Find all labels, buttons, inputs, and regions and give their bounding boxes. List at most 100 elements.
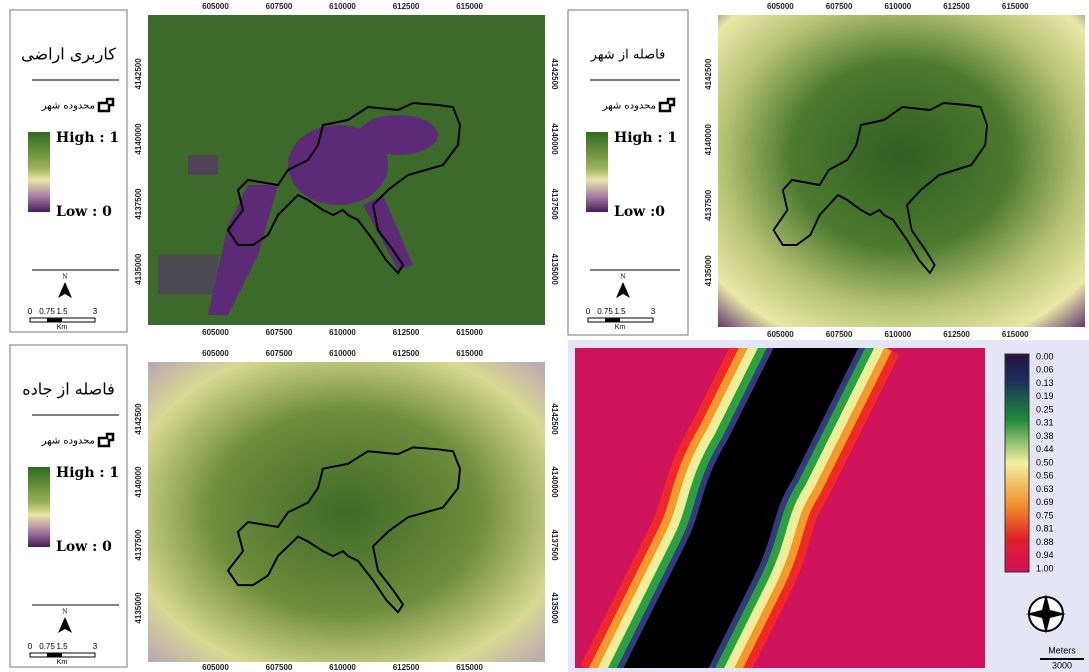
colorbar-label: 0.13 bbox=[1036, 378, 1054, 388]
y-tick-label: 4137500 bbox=[704, 189, 713, 221]
x-tick-label: 607500 bbox=[826, 2, 853, 11]
scale-tick: 0 bbox=[28, 307, 33, 316]
scale-tick: 0.75 bbox=[39, 307, 55, 316]
scale-bar bbox=[47, 653, 62, 657]
colorbar-label: 0.06 bbox=[1036, 365, 1054, 375]
x-tick-label: 615000 bbox=[456, 2, 483, 11]
legend-title: فاصله از شهر bbox=[590, 48, 666, 63]
color-ramp bbox=[28, 132, 50, 212]
high-label: High : 1 bbox=[614, 130, 677, 146]
boundary-label: محدوده شهر bbox=[41, 436, 95, 447]
low-label: Low : 0 bbox=[56, 204, 112, 220]
x-tick-label: 615000 bbox=[456, 663, 483, 672]
legend-title: فاصله از جاده bbox=[22, 380, 115, 399]
colorbar-label: 1.00 bbox=[1036, 563, 1054, 573]
color-ramp bbox=[28, 467, 50, 547]
y-tick-label: 4135000 bbox=[704, 255, 713, 287]
colorbar-label: 0.31 bbox=[1036, 418, 1054, 428]
x-tick-label: 605000 bbox=[767, 2, 794, 11]
colorbar-label: 0.63 bbox=[1036, 484, 1054, 494]
y-tick-label: 4137500 bbox=[134, 529, 143, 561]
scale-unit: Km bbox=[57, 324, 68, 331]
low-label: Low :0 bbox=[614, 204, 665, 220]
y-tick-label: 4142500 bbox=[704, 58, 713, 90]
x-tick-label: 605000 bbox=[202, 349, 229, 358]
x-tick-label: 615000 bbox=[1002, 330, 1029, 339]
x-tick-label: 605000 bbox=[202, 663, 229, 672]
colorbar-label: 0.38 bbox=[1036, 431, 1054, 441]
y-tick-label: 4135000 bbox=[550, 254, 559, 286]
figure: کاربری اراضیمحدوده شهرHigh : 1Low : 0N00… bbox=[0, 0, 1089, 672]
scale-tick: 0 bbox=[28, 642, 33, 651]
x-tick-label: 612500 bbox=[943, 2, 970, 11]
scale-tick: 3 bbox=[93, 307, 98, 316]
scale-bar bbox=[30, 318, 95, 322]
y-tick-label: 4135000 bbox=[550, 592, 559, 624]
scale-value: 3000 bbox=[1052, 660, 1072, 670]
high-label: High : 1 bbox=[56, 465, 119, 481]
scale-bar bbox=[47, 318, 62, 322]
y-tick-label: 4142500 bbox=[134, 403, 143, 435]
y-tick-label: 4142500 bbox=[550, 403, 559, 435]
legend-title: کاربری اراضی bbox=[21, 45, 116, 64]
y-tick-label: 4140000 bbox=[550, 123, 559, 155]
low-label: Low : 0 bbox=[56, 539, 112, 555]
x-tick-label: 610000 bbox=[884, 330, 911, 339]
x-tick-label: 607500 bbox=[266, 328, 293, 337]
colorbar-label: 0.81 bbox=[1036, 524, 1054, 534]
scale-unit: Km bbox=[57, 659, 68, 666]
scale-tick: 1.5 bbox=[614, 307, 626, 316]
x-tick-label: 612500 bbox=[393, 2, 420, 11]
x-tick-label: 610000 bbox=[329, 2, 356, 11]
y-tick-label: 4142500 bbox=[550, 58, 559, 90]
x-tick-label: 615000 bbox=[456, 328, 483, 337]
x-tick-label: 607500 bbox=[266, 663, 293, 672]
x-tick-label: 605000 bbox=[767, 330, 794, 339]
city-distance-map bbox=[718, 15, 1085, 327]
scale-tick: 0.75 bbox=[597, 307, 613, 316]
scale-bar bbox=[30, 653, 95, 657]
colorbar-label: 0.50 bbox=[1036, 457, 1054, 467]
colorbar-label: 0.69 bbox=[1036, 497, 1054, 507]
x-tick-label: 612500 bbox=[393, 349, 420, 358]
y-tick-label: 4140000 bbox=[134, 466, 143, 498]
x-tick-label: 605000 bbox=[202, 328, 229, 337]
x-tick-label: 612500 bbox=[393, 328, 420, 337]
scale-bar bbox=[588, 318, 653, 322]
x-tick-label: 607500 bbox=[266, 349, 293, 358]
colorbar-label: 0.88 bbox=[1036, 537, 1054, 547]
boundary-label: محدوده شهر bbox=[41, 101, 95, 112]
y-tick-label: 4142500 bbox=[134, 58, 143, 90]
road-distance-map bbox=[148, 362, 545, 662]
x-tick-label: 607500 bbox=[266, 2, 293, 11]
north-label: N bbox=[62, 274, 67, 281]
x-tick-label: 610000 bbox=[329, 663, 356, 672]
high-label: High : 1 bbox=[56, 130, 119, 146]
colorbar-label: 0.56 bbox=[1036, 471, 1054, 481]
scale-tick: 3 bbox=[651, 307, 656, 316]
x-tick-label: 607500 bbox=[826, 330, 853, 339]
scale-tick: 1.5 bbox=[56, 642, 68, 651]
colorbar-label: 0.00 bbox=[1036, 351, 1054, 361]
x-tick-label: 615000 bbox=[456, 349, 483, 358]
x-tick-label: 612500 bbox=[393, 663, 420, 672]
scale-unit: Meters bbox=[1048, 645, 1076, 655]
colorbar-label: 0.25 bbox=[1036, 404, 1054, 414]
y-tick-label: 4140000 bbox=[704, 124, 713, 156]
north-label: N bbox=[620, 274, 625, 281]
y-tick-label: 4135000 bbox=[134, 592, 143, 624]
scale-tick: 0 bbox=[586, 307, 591, 316]
scale-bar bbox=[605, 318, 620, 322]
scale-tick: 1.5 bbox=[56, 307, 68, 316]
color-ramp bbox=[586, 132, 608, 212]
x-tick-label: 612500 bbox=[943, 330, 970, 339]
x-tick-label: 610000 bbox=[329, 349, 356, 358]
y-tick-label: 4137500 bbox=[550, 189, 559, 221]
scale-tick: 3 bbox=[93, 642, 98, 651]
x-tick-label: 615000 bbox=[1002, 2, 1029, 11]
y-tick-label: 4137500 bbox=[134, 188, 143, 220]
colorbar bbox=[1005, 354, 1029, 572]
y-tick-label: 4140000 bbox=[134, 123, 143, 155]
y-tick-label: 4135000 bbox=[134, 253, 143, 285]
scale-unit: Km bbox=[615, 324, 626, 331]
